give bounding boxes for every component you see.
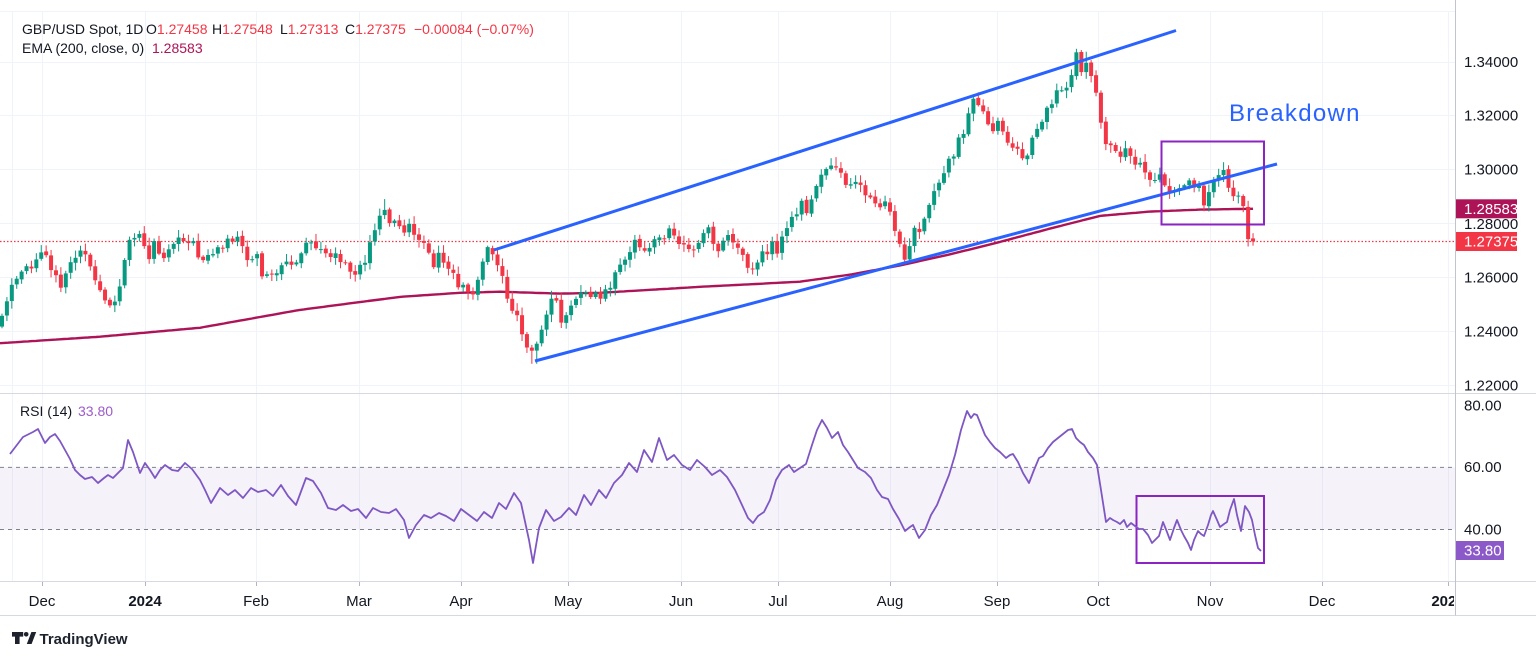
svg-text:L1.27313: L1.27313 (280, 21, 339, 37)
svg-text:33.80: 33.80 (78, 403, 113, 419)
svg-text:Nov: Nov (1197, 593, 1224, 610)
svg-text:33.80: 33.80 (1464, 543, 1502, 560)
svg-text:1.22000: 1.22000 (1464, 378, 1518, 395)
svg-text:Dec: Dec (29, 593, 56, 610)
svg-text:Breakdown: Breakdown (1229, 100, 1361, 127)
svg-text:C1.27375: C1.27375 (345, 21, 406, 37)
svg-text:1.28583: 1.28583 (152, 40, 203, 56)
svg-text:GBP/USD Spot, 1D: GBP/USD Spot, 1D (22, 21, 143, 37)
svg-text:1.30000: 1.30000 (1464, 162, 1518, 179)
svg-text:1.27375: 1.27375 (1464, 234, 1518, 251)
svg-text:1.28000: 1.28000 (1464, 216, 1518, 233)
svg-text:Aug: Aug (877, 593, 904, 610)
svg-text:Mar: Mar (346, 593, 372, 610)
svg-text:2025: 2025 (1431, 593, 1464, 610)
svg-text:RSI (14): RSI (14) (20, 403, 72, 419)
svg-text:TradingView: TradingView (40, 631, 128, 648)
svg-text:1.24000: 1.24000 (1464, 324, 1518, 341)
svg-text:O1.27458: O1.27458 (146, 21, 208, 37)
svg-text:Sep: Sep (984, 593, 1011, 610)
svg-text:H1.27548: H1.27548 (212, 21, 273, 37)
svg-text:80.00: 80.00 (1464, 397, 1502, 414)
svg-text:May: May (554, 593, 583, 610)
svg-text:Dec: Dec (1309, 593, 1336, 610)
svg-text:2024: 2024 (128, 593, 162, 610)
svg-text:1.34000: 1.34000 (1464, 54, 1518, 71)
svg-text:Feb: Feb (243, 593, 269, 610)
svg-text:Oct: Oct (1086, 593, 1110, 610)
svg-text:40.00: 40.00 (1464, 522, 1502, 539)
svg-text:60.00: 60.00 (1464, 459, 1502, 476)
svg-text:Jun: Jun (669, 593, 693, 610)
svg-text:1.28583: 1.28583 (1464, 201, 1518, 218)
svg-text:Apr: Apr (449, 593, 472, 610)
svg-text:1.26000: 1.26000 (1464, 270, 1518, 287)
svg-text:1.32000: 1.32000 (1464, 108, 1518, 125)
svg-text:−0.00084 (−0.07%): −0.00084 (−0.07%) (414, 21, 534, 37)
svg-text:Jul: Jul (768, 593, 787, 610)
svg-text:EMA (200, close, 0): EMA (200, close, 0) (22, 40, 144, 56)
